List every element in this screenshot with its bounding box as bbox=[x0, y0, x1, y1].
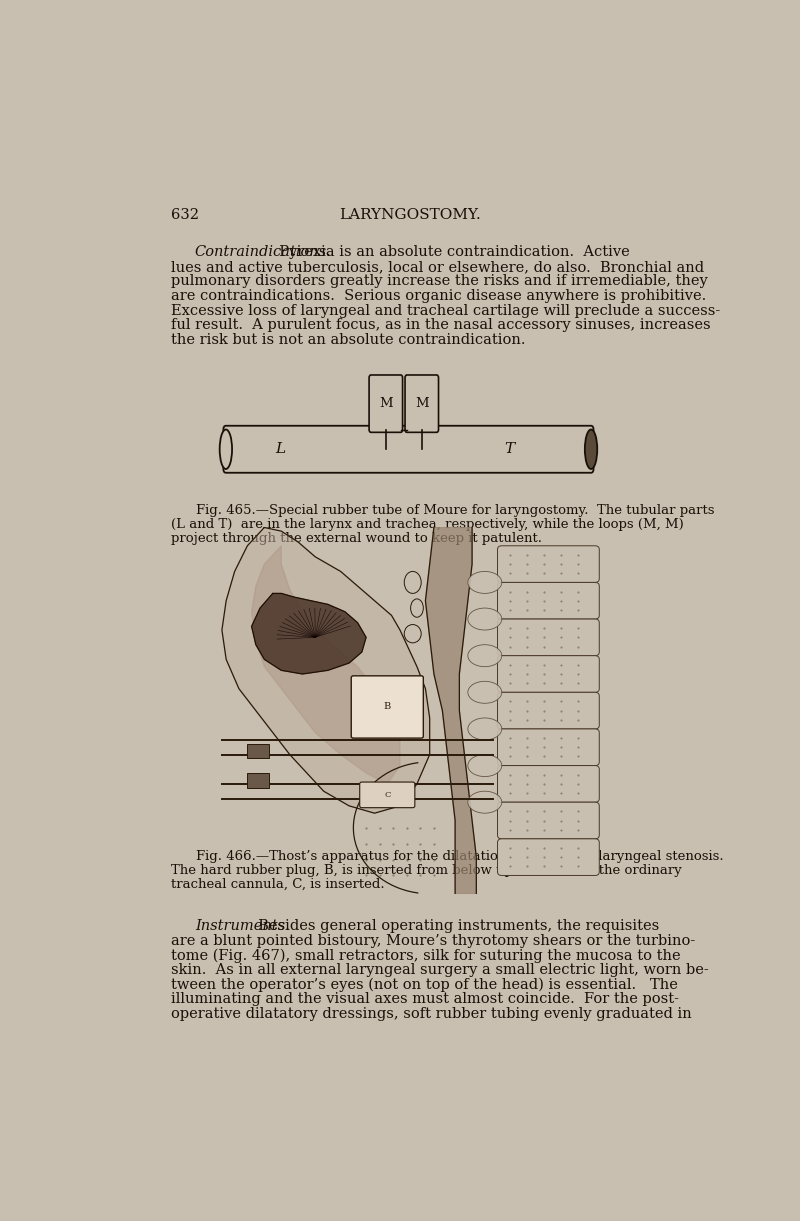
Ellipse shape bbox=[468, 571, 502, 593]
Text: are contraindications.  Serious organic disease anywhere is prohibitive.: are contraindications. Serious organic d… bbox=[171, 289, 706, 303]
Text: M: M bbox=[415, 397, 429, 410]
Text: Excessive loss of laryngeal and tracheal cartilage will preclude a success-: Excessive loss of laryngeal and tracheal… bbox=[171, 304, 721, 317]
Text: L: L bbox=[274, 442, 285, 457]
FancyBboxPatch shape bbox=[498, 656, 599, 692]
Polygon shape bbox=[222, 527, 430, 813]
Text: Instruments.: Instruments. bbox=[195, 919, 290, 933]
Ellipse shape bbox=[585, 430, 598, 469]
Bar bbox=[247, 744, 269, 758]
Text: tween the operator’s eyes (not on top of the head) is essential.   The: tween the operator’s eyes (not on top of… bbox=[171, 978, 678, 991]
Text: illuminating and the visual axes must almost coincide.  For the post-: illuminating and the visual axes must al… bbox=[171, 993, 679, 1006]
Ellipse shape bbox=[468, 755, 502, 777]
Text: The hard rubber plug, B, is inserted from below upward before the ordinary: The hard rubber plug, B, is inserted fro… bbox=[171, 863, 682, 877]
FancyBboxPatch shape bbox=[498, 839, 599, 875]
FancyBboxPatch shape bbox=[351, 675, 423, 737]
Text: Fig. 465.—Special rubber tube of Moure for laryngostomy.  The tubular parts: Fig. 465.—Special rubber tube of Moure f… bbox=[196, 504, 714, 516]
Text: project through the external wound to keep it patulent.: project through the external wound to ke… bbox=[171, 531, 542, 545]
Text: (L and T)  are in the larynx and trachea, respectively, while the loops (M, M): (L and T) are in the larynx and trachea,… bbox=[171, 518, 684, 531]
Text: 632: 632 bbox=[171, 208, 199, 222]
Text: Besides general operating instruments, the requisites: Besides general operating instruments, t… bbox=[250, 919, 660, 933]
Text: tracheal cannula, C, is inserted.: tracheal cannula, C, is inserted. bbox=[171, 878, 385, 890]
Text: M: M bbox=[379, 397, 393, 410]
Text: T: T bbox=[504, 442, 514, 457]
Text: operative dilatatory dressings, soft rubber tubing evenly graduated in: operative dilatatory dressings, soft rub… bbox=[171, 1007, 692, 1021]
FancyBboxPatch shape bbox=[498, 546, 599, 582]
FancyBboxPatch shape bbox=[498, 802, 599, 839]
Bar bbox=[247, 773, 269, 788]
Polygon shape bbox=[251, 546, 400, 784]
FancyBboxPatch shape bbox=[360, 781, 415, 808]
Text: skin.  As in all external laryngeal surgery a small electric light, worn be-: skin. As in all external laryngeal surge… bbox=[171, 963, 709, 977]
Text: Contraindications.: Contraindications. bbox=[195, 245, 332, 259]
Ellipse shape bbox=[410, 598, 423, 618]
Ellipse shape bbox=[468, 791, 502, 813]
Ellipse shape bbox=[404, 571, 422, 593]
Polygon shape bbox=[426, 527, 476, 894]
Text: Fig. 466.—Thost’s apparatus for the dilatation of cicatricial laryngeal stenosis: Fig. 466.—Thost’s apparatus for the dila… bbox=[196, 850, 724, 863]
FancyBboxPatch shape bbox=[498, 582, 599, 619]
Ellipse shape bbox=[468, 645, 502, 667]
Text: tome (Fig. 467), small retractors, silk for suturing the mucosa to the: tome (Fig. 467), small retractors, silk … bbox=[171, 949, 681, 963]
FancyBboxPatch shape bbox=[369, 375, 402, 432]
FancyBboxPatch shape bbox=[498, 692, 599, 729]
Text: the risk but is not an absolute contraindication.: the risk but is not an absolute contrain… bbox=[171, 332, 526, 347]
Text: LARYNGOSTOMY.: LARYNGOSTOMY. bbox=[339, 208, 481, 222]
Text: ful result.  A purulent focus, as in the nasal accessory sinuses, increases: ful result. A purulent focus, as in the … bbox=[171, 319, 711, 332]
Ellipse shape bbox=[468, 608, 502, 630]
Text: Pyrexia is an absolute contraindication.  Active: Pyrexia is an absolute contraindication.… bbox=[270, 245, 630, 259]
Text: are a blunt pointed bistoury, Moure’s thyrotomy shears or the turbino-: are a blunt pointed bistoury, Moure’s th… bbox=[171, 934, 695, 947]
Text: C: C bbox=[384, 791, 390, 799]
Polygon shape bbox=[251, 593, 366, 674]
Text: pulmonary disorders greatly increase the risks and if irremediable, they: pulmonary disorders greatly increase the… bbox=[171, 275, 708, 288]
FancyBboxPatch shape bbox=[498, 619, 599, 656]
Ellipse shape bbox=[404, 624, 422, 642]
Ellipse shape bbox=[220, 430, 232, 469]
Ellipse shape bbox=[468, 681, 502, 703]
FancyBboxPatch shape bbox=[498, 766, 599, 802]
FancyBboxPatch shape bbox=[405, 375, 438, 432]
Text: B: B bbox=[384, 702, 391, 712]
Text: lues and active tuberculosis, local or elsewhere, do also.  Bronchial and: lues and active tuberculosis, local or e… bbox=[171, 260, 705, 274]
FancyBboxPatch shape bbox=[498, 729, 599, 766]
Ellipse shape bbox=[468, 718, 502, 740]
